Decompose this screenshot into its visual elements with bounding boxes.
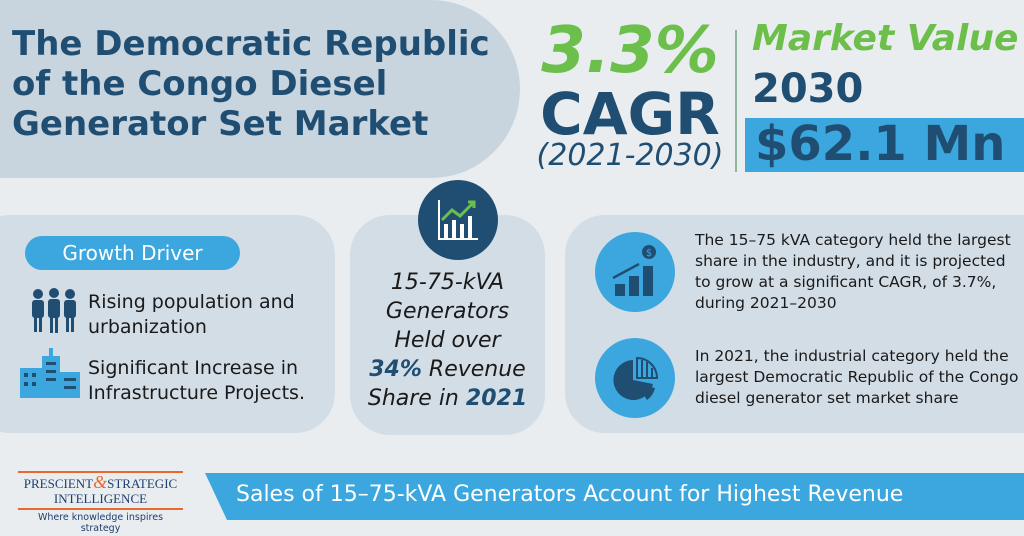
- insight-text: The 15–75 kVA category held the largest …: [695, 231, 1011, 312]
- svg-text:$: $: [646, 248, 652, 259]
- growth-driver-item: Rising population and urbanization: [88, 291, 295, 338]
- highlight-line: Revenue: [428, 357, 526, 382]
- highlight-percent: 34%: [369, 357, 422, 382]
- logo-text: INTELLIGENCE: [53, 491, 148, 506]
- cagr-value: 3.3%: [541, 14, 719, 88]
- highlight-text: 15-75-kVA Generators Held over 34% Reven…: [355, 268, 540, 413]
- market-value-box: [745, 118, 1024, 172]
- highlight-line: Held over: [394, 328, 501, 353]
- chart-icon-circle: [418, 180, 498, 260]
- insight-text: In 2021, the industrial category held th…: [695, 347, 1019, 407]
- company-logo: PRESCIENT&STRATEGIC INTELLIGENCE Where k…: [18, 471, 183, 534]
- growth-chart-icon: [438, 200, 478, 240]
- pie-chart-icon: [613, 356, 659, 400]
- cagr-period: (2021-2030): [536, 138, 724, 173]
- growth-driver-item: Significant Increase in Infrastructure P…: [88, 357, 305, 404]
- logo-tagline: Where knowledge inspires strategy: [37, 512, 164, 534]
- divider: [735, 30, 737, 172]
- page-title: The Democratic Republic of the Congo Die…: [12, 24, 490, 144]
- logo-text: STRATEGIC: [107, 476, 178, 491]
- growth-driver-pill: Growth Driver: [25, 236, 240, 270]
- insight-icon-circle: $: [595, 232, 675, 312]
- logo-ampersand: &: [93, 472, 108, 492]
- highlight-line: Share in: [367, 386, 459, 411]
- highlight-line: Generators: [385, 299, 510, 324]
- cagr-label: CAGR: [540, 80, 720, 148]
- highlight-year: 2021: [465, 386, 528, 411]
- buildings-icon: [20, 348, 80, 398]
- banner-text: Sales of 15–75-kVA Generators Account fo…: [236, 482, 904, 507]
- highlight-line: 15-75-kVA: [390, 270, 505, 295]
- insight-icon-circle: [595, 338, 675, 418]
- market-value: $62.1 Mn: [755, 116, 1006, 172]
- logo-text: PRESCIENT: [23, 476, 94, 491]
- people-icon: [32, 288, 76, 333]
- banner: [205, 473, 1024, 520]
- title-panel: [0, 0, 520, 178]
- market-value-year: 2030: [752, 66, 864, 112]
- revenue-growth-icon: $: [612, 245, 656, 296]
- market-value-label: Market Value: [752, 18, 1019, 59]
